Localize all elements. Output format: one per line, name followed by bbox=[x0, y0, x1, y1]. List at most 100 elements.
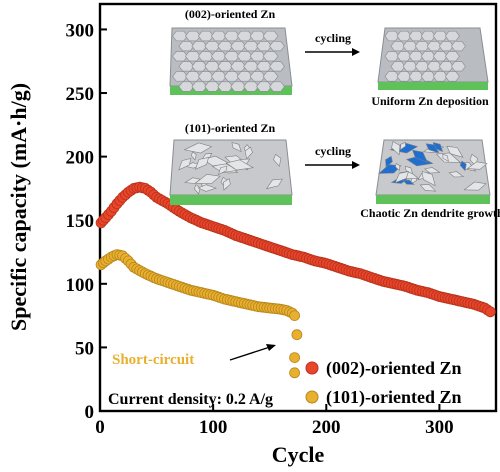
zn-hex-tile bbox=[230, 81, 247, 92]
zn-hex-tile bbox=[262, 71, 279, 82]
zn-hex-tile bbox=[191, 41, 208, 52]
zn-hex-tile bbox=[432, 30, 448, 42]
y-tick-label: 0 bbox=[85, 402, 95, 423]
zn-hex-tile bbox=[262, 51, 279, 62]
inset-002-label: (002)-oriented Zn bbox=[185, 7, 276, 21]
zn-hex-tile bbox=[269, 61, 285, 72]
zn-hex-tile bbox=[210, 51, 227, 62]
zn-hex-tile bbox=[210, 30, 227, 42]
zn-hex-tile bbox=[450, 61, 466, 72]
zn-hex-tile bbox=[256, 81, 273, 92]
zn-shard bbox=[244, 146, 253, 160]
zn-hex-tile bbox=[236, 30, 253, 42]
zn-hex-tile bbox=[249, 30, 266, 42]
zn-hex-tile bbox=[420, 51, 436, 62]
y-tick-label: 300 bbox=[66, 20, 95, 41]
y-axis-title: Specific capacity (mA·h/g) bbox=[6, 83, 31, 331]
zn-hex-tile bbox=[217, 81, 234, 92]
zn-shard bbox=[419, 184, 437, 192]
zn-hex-tile bbox=[390, 41, 406, 52]
y-tick-label: 100 bbox=[66, 275, 95, 296]
zn-hex-tile bbox=[210, 71, 227, 82]
data-points bbox=[95, 181, 496, 379]
zn-hex-tile bbox=[426, 41, 442, 52]
zn-hex-tile bbox=[172, 71, 188, 82]
inset-002-group: (002)-oriented Zn cycling Uniform Zn dep… bbox=[169, 7, 489, 108]
legend-marker-002 bbox=[305, 361, 319, 375]
dendrite-growth-label: Chaotic Zn dendrite growth bbox=[360, 206, 500, 220]
zn-hex-tile bbox=[438, 61, 454, 72]
zn-hex-tile bbox=[178, 81, 195, 92]
data-point bbox=[484, 306, 496, 318]
zn-shard bbox=[266, 178, 283, 190]
zn-shard bbox=[193, 184, 201, 195]
zn-hex-tile bbox=[236, 71, 253, 82]
zn-hex-tile bbox=[408, 51, 424, 62]
data-point bbox=[289, 352, 301, 364]
zn-hex-tile bbox=[230, 41, 247, 52]
zn-hex-tile bbox=[184, 30, 201, 42]
zn-hex-tile bbox=[223, 30, 240, 42]
zn-hex-tile bbox=[243, 61, 260, 72]
zn-shard bbox=[190, 151, 197, 161]
zn-hex-tile bbox=[197, 30, 214, 42]
zn-hex-tile bbox=[256, 41, 273, 52]
zn-hex-tile bbox=[408, 71, 424, 82]
legend: (002)-oriented Zn (101)-oriented Zn bbox=[305, 358, 461, 408]
zn-hex-tile bbox=[197, 71, 214, 82]
zn-hex-tile bbox=[432, 51, 448, 62]
zn-shard bbox=[423, 167, 441, 174]
dendrite-shard bbox=[402, 179, 415, 185]
data-point bbox=[291, 329, 303, 341]
zn-hex-tile bbox=[384, 51, 400, 62]
arrowhead-top-icon bbox=[352, 48, 360, 56]
zn-shard bbox=[218, 165, 228, 176]
legend-label-002: (002)-oriented Zn bbox=[326, 358, 461, 379]
zn-hex-tile bbox=[217, 41, 234, 52]
zn-hex-tile bbox=[204, 81, 221, 92]
data-point bbox=[289, 310, 301, 322]
zn-shard bbox=[391, 141, 401, 156]
zn-shard bbox=[466, 161, 488, 170]
chaotic-slab-after bbox=[375, 139, 491, 204]
zn-hex-tile bbox=[402, 41, 418, 52]
zn-hex-tile bbox=[184, 71, 201, 82]
zn-hex-tile bbox=[236, 51, 253, 62]
zn-shard bbox=[222, 178, 231, 191]
zn-hex-tile bbox=[243, 41, 260, 52]
current-density-label: Current density: 0.2 A/g bbox=[108, 391, 273, 408]
zn-hex-tile bbox=[390, 61, 406, 72]
arrow-top-label: cycling bbox=[315, 31, 351, 45]
zn-hex-tile bbox=[396, 71, 412, 82]
zn-shard bbox=[442, 153, 449, 162]
short-circuit-label: Short-circuit bbox=[112, 352, 194, 368]
zn-shard bbox=[463, 181, 487, 191]
zn-hex-tile bbox=[262, 30, 279, 42]
zn-hex-tile bbox=[402, 61, 418, 72]
zn-hex-tile bbox=[414, 41, 430, 52]
zn-hex-tile bbox=[444, 51, 460, 62]
zn-hex-tile bbox=[172, 51, 188, 62]
zn-shard bbox=[446, 145, 464, 158]
chaotic-slab-before bbox=[169, 139, 293, 205]
uniform-slab-after bbox=[377, 27, 489, 90]
zn-shard bbox=[231, 142, 242, 153]
zn-hex-tile bbox=[223, 51, 240, 62]
zn-shard bbox=[194, 157, 209, 170]
zn-hex-tile bbox=[197, 51, 214, 62]
dendrite-shard bbox=[412, 149, 428, 163]
x-tick-label: 300 bbox=[425, 417, 454, 438]
zn-hex-tile bbox=[223, 71, 240, 82]
dendrite-shard bbox=[459, 160, 467, 172]
zn-hex-tile bbox=[420, 30, 436, 42]
zn-shard bbox=[184, 177, 202, 184]
zn-shard bbox=[225, 159, 255, 171]
zn-hex-tile bbox=[204, 41, 221, 52]
zn-hex-tile bbox=[420, 71, 436, 82]
zn-hex-tile bbox=[204, 61, 221, 72]
x-tick-label: 0 bbox=[95, 417, 105, 438]
zn-hex-tile bbox=[444, 30, 460, 42]
zn-hex-tile bbox=[269, 81, 285, 92]
short-circuit-arrow bbox=[229, 346, 271, 361]
uniform-slab-before bbox=[169, 27, 293, 95]
